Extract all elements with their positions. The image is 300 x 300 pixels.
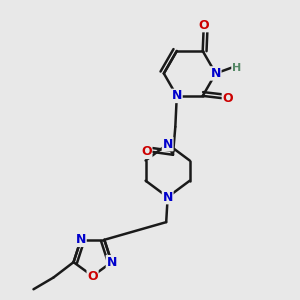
Text: N: N	[163, 190, 173, 204]
Text: N: N	[163, 138, 173, 151]
Text: O: O	[198, 19, 209, 32]
Text: O: O	[222, 92, 233, 105]
Text: N: N	[106, 256, 117, 269]
Text: O: O	[87, 269, 98, 283]
Text: N: N	[76, 233, 86, 246]
Text: H: H	[232, 63, 241, 73]
Text: N: N	[211, 67, 221, 80]
Text: O: O	[141, 145, 152, 158]
Text: N: N	[172, 89, 182, 102]
